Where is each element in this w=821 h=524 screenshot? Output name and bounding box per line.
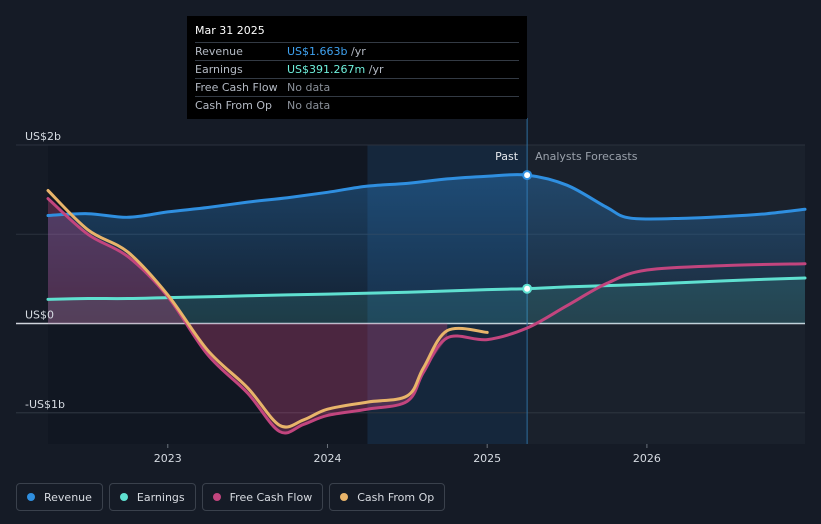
legend-free-cash-flow[interactable]: Free Cash Flow	[201, 483, 324, 511]
legend-cash-from-op[interactable]: Cash From Op	[329, 483, 446, 511]
legend-label: Free Cash Flow	[229, 490, 313, 504]
tooltip-label: Revenue	[195, 45, 243, 58]
legend-label: Earnings	[136, 490, 185, 504]
tooltip-date: Mar 31 2025	[195, 24, 265, 37]
earnings-dot-icon	[119, 493, 128, 501]
legend-revenue[interactable]: Revenue	[16, 483, 103, 511]
legend: Revenue Earnings Free Cash Flow Cash Fro…	[16, 483, 446, 511]
y-tick-label: -US$1b	[25, 398, 65, 411]
tooltip-label: Free Cash Flow	[195, 81, 278, 94]
tooltip-value: No data	[287, 99, 331, 112]
revenue-dot-icon	[27, 493, 35, 501]
forecast-label: Analysts Forecasts	[535, 150, 638, 163]
revenue-point	[522, 170, 533, 181]
legend-earnings[interactable]: Earnings	[108, 483, 196, 511]
cfo-dot-icon	[340, 493, 349, 501]
earnings-line	[46, 276, 807, 301]
revenue-value: US$1.663b	[287, 45, 348, 58]
tooltip-label: Earnings	[195, 63, 243, 76]
tooltip-label: Cash From Op	[195, 99, 273, 112]
cfo-line	[46, 189, 489, 429]
tooltip-value: No data	[287, 81, 331, 94]
tooltip-value: US$391.267m /yr	[287, 61, 384, 78]
tooltip: Mar 31 2025 Revenue US$1.663b /yr Earnin…	[187, 16, 527, 119]
x-tick-label: 2026	[633, 452, 661, 465]
revenue-unit: /yr	[347, 45, 366, 58]
tooltip-row-earnings: Earnings US$391.267m /yr	[195, 60, 519, 78]
revenue-line	[46, 173, 807, 221]
earnings-value: US$391.267m	[287, 63, 366, 76]
past-label: Past	[495, 150, 519, 163]
tooltip-row-fcf: Free Cash Flow No data	[195, 78, 519, 96]
x-tick-label: 2024	[313, 452, 341, 465]
legend-label: Cash From Op	[357, 490, 435, 504]
y-tick-label: US$2b	[25, 130, 61, 143]
tooltip-value: US$1.663b /yr	[287, 43, 366, 60]
tooltip-row-revenue: Revenue US$1.663b /yr	[195, 42, 519, 60]
fcf-dot-icon	[212, 493, 221, 501]
earnings-point	[522, 283, 533, 294]
earnings-area	[48, 278, 805, 324]
y-tick-label: US$0	[25, 309, 54, 322]
x-tick-label: 2025	[473, 452, 501, 465]
earnings-unit: /yr	[365, 63, 384, 76]
x-tick-label: 2023	[154, 452, 182, 465]
fcf-area	[48, 198, 448, 434]
legend-label: Revenue	[44, 490, 92, 504]
tooltip-row-cfo: Cash From Op No data	[195, 96, 519, 114]
